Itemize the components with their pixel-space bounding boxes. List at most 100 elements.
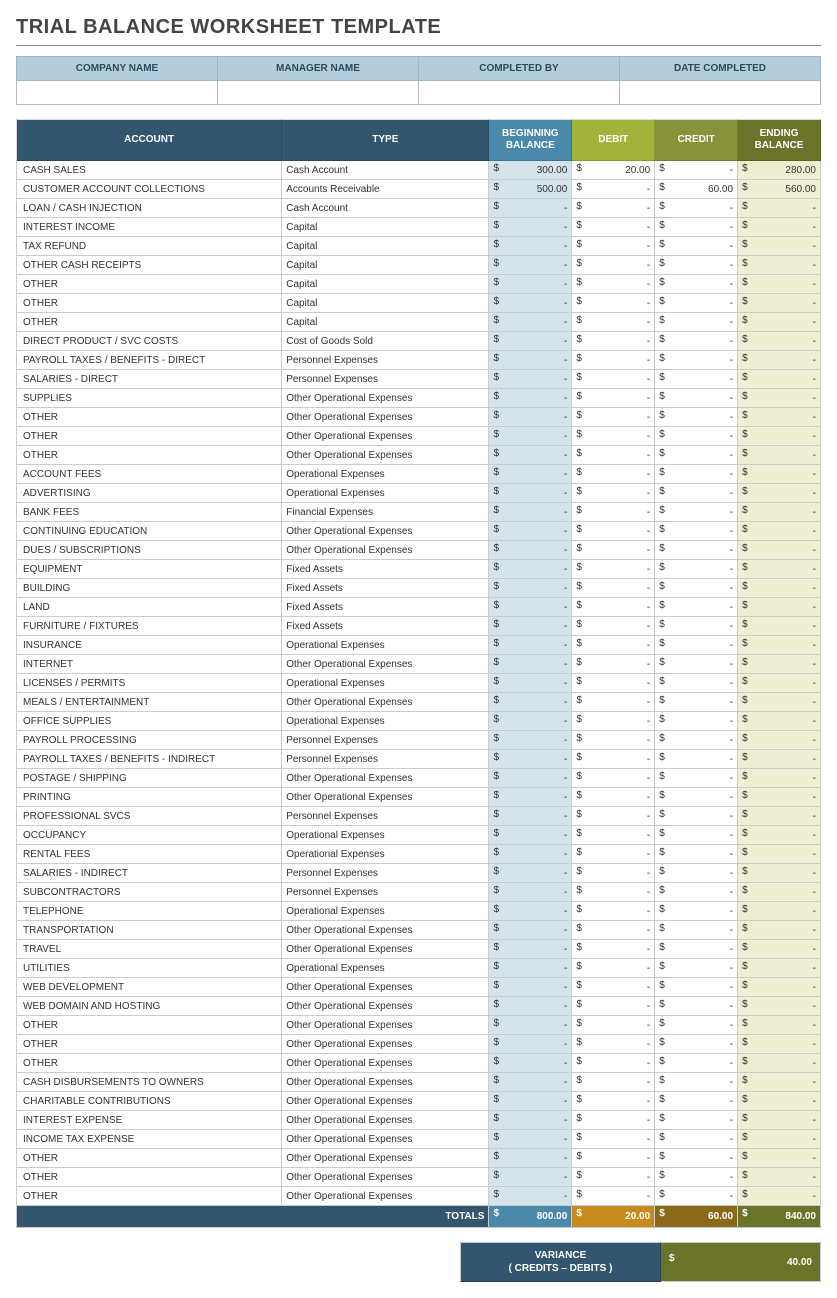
cell-ending[interactable]: $- xyxy=(738,522,821,541)
cell-type[interactable]: Capital xyxy=(282,313,489,332)
cell-account[interactable]: OTHER xyxy=(17,446,282,465)
info-input-cell[interactable] xyxy=(620,81,821,105)
cell-credit[interactable]: $- xyxy=(655,921,738,940)
cell-begin[interactable]: $- xyxy=(489,1054,572,1073)
cell-debit[interactable]: $- xyxy=(572,579,655,598)
cell-debit[interactable]: $- xyxy=(572,997,655,1016)
cell-begin[interactable]: $300.00 xyxy=(489,161,572,180)
cell-ending[interactable]: $- xyxy=(738,408,821,427)
cell-debit[interactable]: $- xyxy=(572,731,655,750)
cell-credit[interactable]: $- xyxy=(655,940,738,959)
cell-type[interactable]: Operational Expenses xyxy=(282,484,489,503)
cell-credit[interactable]: $- xyxy=(655,1035,738,1054)
cell-begin[interactable]: $- xyxy=(489,256,572,275)
cell-debit[interactable]: $- xyxy=(572,750,655,769)
info-input-cell[interactable] xyxy=(17,81,218,105)
cell-begin[interactable]: $- xyxy=(489,693,572,712)
cell-credit[interactable]: $- xyxy=(655,541,738,560)
cell-credit[interactable]: $- xyxy=(655,1187,738,1206)
cell-begin[interactable]: $- xyxy=(489,541,572,560)
cell-begin[interactable]: $- xyxy=(489,845,572,864)
cell-debit[interactable]: $- xyxy=(572,427,655,446)
cell-credit[interactable]: $- xyxy=(655,1016,738,1035)
cell-debit[interactable]: $- xyxy=(572,465,655,484)
cell-type[interactable]: Other Operational Expenses xyxy=(282,769,489,788)
cell-ending[interactable]: $- xyxy=(738,560,821,579)
cell-ending[interactable]: $- xyxy=(738,674,821,693)
cell-type[interactable]: Personnel Expenses xyxy=(282,864,489,883)
cell-account[interactable]: OFFICE SUPPLIES xyxy=(17,712,282,731)
cell-debit[interactable]: $20.00 xyxy=(572,161,655,180)
cell-ending[interactable]: $- xyxy=(738,332,821,351)
cell-type[interactable]: Cash Account xyxy=(282,161,489,180)
cell-account[interactable]: INCOME TAX EXPENSE xyxy=(17,1130,282,1149)
cell-begin[interactable]: $- xyxy=(489,750,572,769)
cell-debit[interactable]: $- xyxy=(572,921,655,940)
cell-begin[interactable]: $- xyxy=(489,465,572,484)
cell-debit[interactable]: $- xyxy=(572,199,655,218)
cell-account[interactable]: TELEPHONE xyxy=(17,902,282,921)
cell-ending[interactable]: $- xyxy=(738,218,821,237)
cell-begin[interactable]: $- xyxy=(489,902,572,921)
cell-ending[interactable]: $- xyxy=(738,693,821,712)
cell-begin[interactable]: $- xyxy=(489,1111,572,1130)
cell-ending[interactable]: $- xyxy=(738,427,821,446)
cell-begin[interactable]: $- xyxy=(489,389,572,408)
cell-type[interactable]: Other Operational Expenses xyxy=(282,1111,489,1130)
cell-debit[interactable]: $- xyxy=(572,237,655,256)
cell-debit[interactable]: $- xyxy=(572,883,655,902)
cell-type[interactable]: Cash Account xyxy=(282,199,489,218)
cell-ending[interactable]: $- xyxy=(738,940,821,959)
cell-type[interactable]: Operational Expenses xyxy=(282,845,489,864)
cell-credit[interactable]: $- xyxy=(655,275,738,294)
cell-ending[interactable]: $- xyxy=(738,750,821,769)
cell-begin[interactable]: $- xyxy=(489,940,572,959)
cell-account[interactable]: MEALS / ENTERTAINMENT xyxy=(17,693,282,712)
cell-type[interactable]: Other Operational Expenses xyxy=(282,522,489,541)
cell-type[interactable]: Other Operational Expenses xyxy=(282,693,489,712)
cell-credit[interactable]: $- xyxy=(655,294,738,313)
cell-credit[interactable]: $- xyxy=(655,617,738,636)
cell-type[interactable]: Personnel Expenses xyxy=(282,370,489,389)
cell-debit[interactable]: $- xyxy=(572,712,655,731)
cell-ending[interactable]: $- xyxy=(738,883,821,902)
cell-type[interactable]: Operational Expenses xyxy=(282,712,489,731)
cell-ending[interactable]: $- xyxy=(738,712,821,731)
cell-credit[interactable]: $- xyxy=(655,446,738,465)
cell-ending[interactable]: $- xyxy=(738,1016,821,1035)
cell-type[interactable]: Personnel Expenses xyxy=(282,731,489,750)
cell-type[interactable]: Other Operational Expenses xyxy=(282,1054,489,1073)
cell-type[interactable]: Other Operational Expenses xyxy=(282,788,489,807)
cell-account[interactable]: OTHER xyxy=(17,1054,282,1073)
cell-ending[interactable]: $- xyxy=(738,1073,821,1092)
cell-debit[interactable]: $- xyxy=(572,693,655,712)
cell-ending[interactable]: $560.00 xyxy=(738,180,821,199)
cell-begin[interactable]: $- xyxy=(489,313,572,332)
cell-credit[interactable]: $- xyxy=(655,522,738,541)
cell-type[interactable]: Capital xyxy=(282,237,489,256)
cell-begin[interactable]: $- xyxy=(489,199,572,218)
cell-begin[interactable]: $- xyxy=(489,560,572,579)
cell-begin[interactable]: $- xyxy=(489,731,572,750)
cell-debit[interactable]: $- xyxy=(572,541,655,560)
cell-account[interactable]: PAYROLL TAXES / BENEFITS - DIRECT xyxy=(17,351,282,370)
cell-type[interactable]: Personnel Expenses xyxy=(282,351,489,370)
cell-ending[interactable]: $- xyxy=(738,655,821,674)
cell-debit[interactable]: $- xyxy=(572,1187,655,1206)
cell-begin[interactable]: $- xyxy=(489,427,572,446)
cell-begin[interactable]: $- xyxy=(489,218,572,237)
cell-debit[interactable]: $- xyxy=(572,845,655,864)
cell-credit[interactable]: $- xyxy=(655,636,738,655)
cell-type[interactable]: Other Operational Expenses xyxy=(282,997,489,1016)
cell-ending[interactable]: $- xyxy=(738,256,821,275)
cell-begin[interactable]: $- xyxy=(489,655,572,674)
cell-begin[interactable]: $- xyxy=(489,864,572,883)
cell-account[interactable]: PRINTING xyxy=(17,788,282,807)
cell-credit[interactable]: $- xyxy=(655,465,738,484)
cell-type[interactable]: Other Operational Expenses xyxy=(282,921,489,940)
cell-begin[interactable]: $- xyxy=(489,1168,572,1187)
cell-credit[interactable]: $60.00 xyxy=(655,180,738,199)
cell-begin[interactable]: $- xyxy=(489,1016,572,1035)
cell-type[interactable]: Other Operational Expenses xyxy=(282,389,489,408)
cell-ending[interactable]: $- xyxy=(738,636,821,655)
